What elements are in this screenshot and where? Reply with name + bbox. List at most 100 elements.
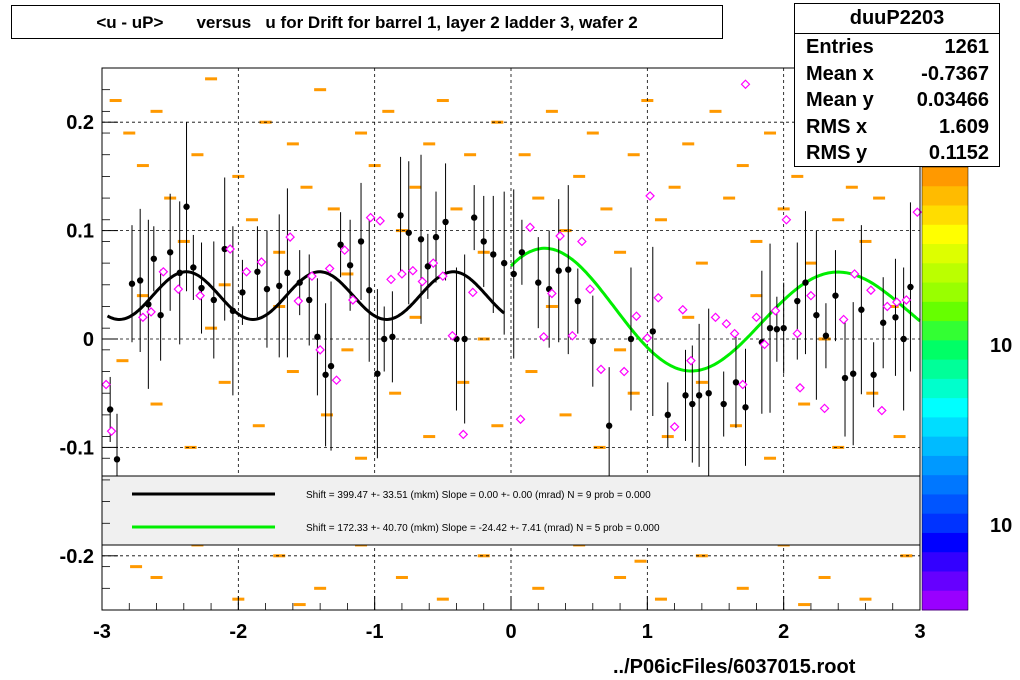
histogram-cell <box>559 413 572 417</box>
histogram-cell <box>682 142 695 146</box>
legend-box: Shift = 399.47 +- 33.51 (mkm) Slope = 0.… <box>101 475 921 546</box>
histogram-cell <box>818 575 831 579</box>
histogram-cell <box>695 554 708 558</box>
profile-point <box>882 301 893 312</box>
profile-point <box>293 296 304 306</box>
profile-point <box>241 266 252 277</box>
profile-point <box>428 258 439 268</box>
histogram-cell <box>600 207 613 211</box>
histogram-cell <box>525 370 538 374</box>
histogram-cell <box>791 174 804 178</box>
histogram-cell <box>150 402 163 406</box>
data-point <box>870 371 877 378</box>
histogram-cell <box>866 391 879 395</box>
histogram-cell <box>804 261 817 265</box>
profile-point <box>891 297 902 307</box>
profile-point <box>710 312 721 323</box>
profile-point <box>645 191 655 201</box>
data-point <box>720 400 727 408</box>
histogram-cell <box>184 445 197 449</box>
profile-point <box>876 405 887 416</box>
color-scale-band <box>922 282 968 303</box>
data-point <box>470 214 478 221</box>
color-scale-band <box>922 186 968 207</box>
profile-point <box>838 314 849 325</box>
profile-point <box>525 222 535 233</box>
histogram-cell <box>177 239 190 243</box>
data-point <box>374 370 381 377</box>
y-tick-label: 0.1 <box>66 221 94 243</box>
data-point <box>322 371 329 378</box>
stat-row-mean-x: Mean x -0.7367 <box>795 61 999 88</box>
profile-point <box>285 232 295 242</box>
histogram-cell <box>320 413 333 417</box>
data-point <box>381 335 388 343</box>
data-point <box>166 249 174 256</box>
data-point <box>780 324 787 332</box>
profile-point <box>866 285 876 296</box>
profile-point <box>631 311 642 322</box>
profile-point <box>759 339 770 350</box>
data-point <box>879 319 887 326</box>
profile-point <box>307 271 317 281</box>
color-scale-band <box>922 532 968 553</box>
data-point <box>773 326 781 333</box>
profile-point <box>849 269 860 279</box>
profile-point <box>642 333 653 343</box>
profile-point <box>437 271 448 281</box>
histogram-cell <box>532 196 545 200</box>
color-scale-band <box>922 436 968 457</box>
histogram-cell <box>477 337 490 341</box>
histogram-cell <box>389 391 402 395</box>
profile-point <box>458 429 469 440</box>
axes: -3 -2 -1 0 1 2 3 -0.2 -0.1 0 0.1 0.2 <box>60 67 926 643</box>
profile-point <box>577 236 587 247</box>
histogram-cell <box>218 380 231 384</box>
histogram-cell <box>355 456 368 460</box>
color-scale-band <box>922 455 968 476</box>
data-point <box>357 238 365 245</box>
color-scale-band <box>922 590 968 611</box>
legend-text: Shift = 399.47 +- 33.51 (mkm) Slope = 0.… <box>306 490 651 501</box>
histogram-cell <box>573 174 586 178</box>
color-scale-frame <box>921 166 969 611</box>
histogram-cell <box>614 348 627 352</box>
y-tick-label: 0 <box>83 329 94 351</box>
histogram-cell <box>654 218 667 222</box>
color-scale-band <box>922 475 968 495</box>
y-tick-label: -0.2 <box>60 546 94 568</box>
histogram-cell <box>682 315 695 319</box>
data-point <box>841 374 849 382</box>
profile-point <box>547 288 557 299</box>
profile-point <box>819 403 830 414</box>
color-scale-band <box>922 571 968 592</box>
stat-value: 1.609 <box>938 115 989 138</box>
profile-point <box>158 266 169 277</box>
data-point <box>190 264 197 271</box>
x-tick-label: 3 <box>914 621 925 643</box>
color-scale-band <box>922 224 968 245</box>
histogram-cell <box>423 435 436 439</box>
histogram-cell <box>116 359 129 363</box>
profile-point <box>467 287 478 298</box>
stat-row-entries: Entries 1261 <box>795 34 999 61</box>
data-point <box>705 390 712 397</box>
histogram-cell <box>723 196 736 200</box>
data-point <box>802 279 809 286</box>
data-point <box>518 249 526 256</box>
data-point <box>157 311 164 319</box>
data-point <box>113 456 121 463</box>
data-point <box>832 292 839 299</box>
data-point <box>822 332 830 339</box>
data-point <box>128 280 136 287</box>
histogram-cell <box>709 109 722 113</box>
histogram-cell <box>327 207 340 211</box>
data-point <box>490 251 497 258</box>
histogram-cell <box>191 153 204 157</box>
data-point <box>221 245 228 253</box>
histogram-cell <box>382 109 395 113</box>
histogram-cell <box>395 575 408 579</box>
data-point <box>574 297 582 305</box>
data-point <box>327 362 335 370</box>
